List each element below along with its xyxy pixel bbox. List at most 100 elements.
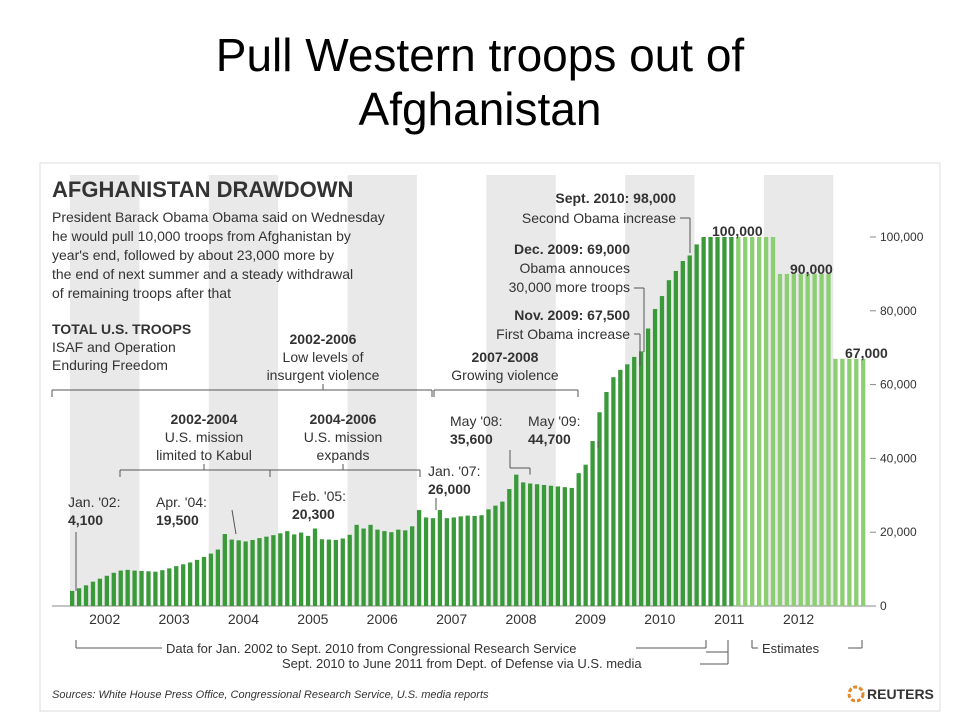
bar-76 bbox=[597, 412, 602, 606]
period-2002-2006: Low levels of bbox=[283, 349, 364, 365]
bar-34 bbox=[305, 535, 311, 606]
annotation-dec09: Dec. 2009: 69,000 bbox=[514, 241, 630, 257]
estimate-bar-3 bbox=[756, 237, 762, 606]
period-2004-2006: expands bbox=[317, 447, 370, 463]
bar-23 bbox=[229, 539, 234, 606]
bar-20 bbox=[208, 553, 214, 606]
bar-14 bbox=[167, 568, 172, 606]
period-2004-2006: U.S. mission bbox=[304, 429, 383, 445]
estimate-bar-10 bbox=[805, 273, 810, 606]
estimate-bar-0 bbox=[736, 237, 741, 606]
reuters-logo: REUTERS bbox=[847, 685, 934, 703]
period-2002-2006: 2002-2006 bbox=[290, 331, 357, 347]
slide-title-line1: Pull Western troops out of bbox=[215, 29, 745, 81]
bar-30 bbox=[278, 533, 283, 606]
estimate-bar-1 bbox=[743, 237, 748, 606]
bar-32 bbox=[292, 534, 297, 606]
description-line: the end of next summer and a steady with… bbox=[52, 266, 353, 282]
x-tick-label: 2002 bbox=[89, 611, 120, 627]
bar-81 bbox=[632, 356, 637, 606]
bar-78 bbox=[611, 377, 616, 606]
estimate-bar-7 bbox=[784, 273, 790, 606]
bar-89 bbox=[687, 255, 692, 606]
bar-39 bbox=[340, 538, 345, 606]
estimate-bar-12 bbox=[819, 273, 824, 606]
x-tick-label: 2009 bbox=[575, 611, 606, 627]
bar-44 bbox=[375, 529, 380, 606]
period-2002-2004: U.S. mission bbox=[165, 429, 244, 445]
bar-22 bbox=[222, 534, 227, 606]
bar-15 bbox=[174, 566, 179, 606]
y-tick-label: 60,000 bbox=[880, 378, 917, 392]
annotation-feb05: Feb. '05: bbox=[292, 488, 346, 504]
sources-note: Sources: White House Press Office, Congr… bbox=[52, 689, 489, 701]
annotation-dec09: 30,000 more troops bbox=[509, 279, 630, 295]
bar-10 bbox=[139, 570, 144, 606]
bar-2 bbox=[83, 585, 89, 606]
x-tick-label: 2010 bbox=[644, 611, 675, 627]
bar-67 bbox=[534, 484, 540, 606]
bar-70 bbox=[555, 486, 561, 606]
annotation-may09: 44,700 bbox=[528, 431, 571, 447]
bar-51 bbox=[423, 517, 429, 606]
bar-77 bbox=[604, 391, 609, 606]
bar-52 bbox=[430, 518, 436, 606]
bar-85 bbox=[659, 296, 665, 606]
x-tick-label: 2003 bbox=[159, 611, 190, 627]
slide-title: Pull Western troops out of Afghanistan bbox=[0, 28, 960, 136]
period-2002-2006: insurgent violence bbox=[267, 367, 380, 383]
bar-59 bbox=[479, 515, 484, 606]
bar-69 bbox=[548, 485, 554, 606]
estimate-bar-11 bbox=[812, 273, 817, 606]
y-tick-label: 0 bbox=[880, 599, 887, 613]
period-2007-2008: Growing violence bbox=[451, 367, 559, 383]
bar-19 bbox=[201, 556, 207, 606]
bar-73 bbox=[576, 473, 581, 606]
estimate-bar-17 bbox=[854, 358, 859, 606]
estimate-bar-5 bbox=[770, 237, 776, 606]
annotation-jan07: Jan. '07: bbox=[428, 463, 481, 479]
annotation-nov09: Nov. 2009: 67,500 bbox=[514, 307, 630, 323]
bar-72 bbox=[569, 487, 574, 606]
bar-75 bbox=[590, 441, 595, 606]
bar-90 bbox=[694, 244, 699, 606]
bar-91 bbox=[701, 237, 706, 606]
bar-74 bbox=[583, 464, 588, 606]
annotation-jan02: Jan. '02: bbox=[68, 494, 121, 510]
bar-45 bbox=[382, 531, 387, 606]
bar-9 bbox=[132, 570, 137, 606]
bar-50 bbox=[416, 510, 422, 606]
bar-61 bbox=[493, 505, 498, 606]
bar-21 bbox=[215, 549, 221, 606]
bar-63 bbox=[507, 489, 512, 606]
bar-38 bbox=[333, 539, 338, 606]
annotation-jan07: 26,000 bbox=[428, 481, 471, 497]
description-line: year's end, followed by about 23,000 mor… bbox=[52, 247, 334, 263]
description-line: of remaining troops after that bbox=[52, 285, 231, 301]
bar-47 bbox=[396, 529, 401, 606]
bar-33 bbox=[298, 532, 304, 606]
annotation-may09: May '09: bbox=[528, 413, 580, 429]
footnote-estimates: Estimates bbox=[762, 641, 820, 656]
period-2002-2004: limited to Kabul bbox=[156, 447, 252, 463]
annotation-sep10: Second Obama increase bbox=[522, 210, 676, 226]
x-tick-label: 2004 bbox=[228, 611, 259, 627]
bar-0 bbox=[70, 590, 75, 606]
bar-12 bbox=[153, 571, 158, 606]
series-label-line: Enduring Freedom bbox=[52, 357, 168, 373]
annotation-sep10: Sept. 2010: 98,000 bbox=[555, 190, 676, 206]
bar-93 bbox=[715, 237, 720, 606]
slide-title-line2: Afghanistan bbox=[358, 83, 602, 135]
annotation-nov09: First Obama increase bbox=[496, 326, 630, 342]
period-2004-2006: 2004-2006 bbox=[310, 411, 377, 427]
estimate-bar-14 bbox=[833, 358, 838, 606]
bar-68 bbox=[541, 484, 547, 606]
bar-42 bbox=[361, 528, 366, 606]
estimate-bar-2 bbox=[750, 237, 755, 606]
bar-3 bbox=[90, 581, 96, 606]
description-line: he would pull 10,000 troops from Afghani… bbox=[52, 228, 351, 244]
reuters-logo-text: REUTERS bbox=[867, 686, 934, 702]
annotation-feb05: 20,300 bbox=[292, 506, 335, 522]
period-2002-2004: 2002-2004 bbox=[171, 411, 238, 427]
